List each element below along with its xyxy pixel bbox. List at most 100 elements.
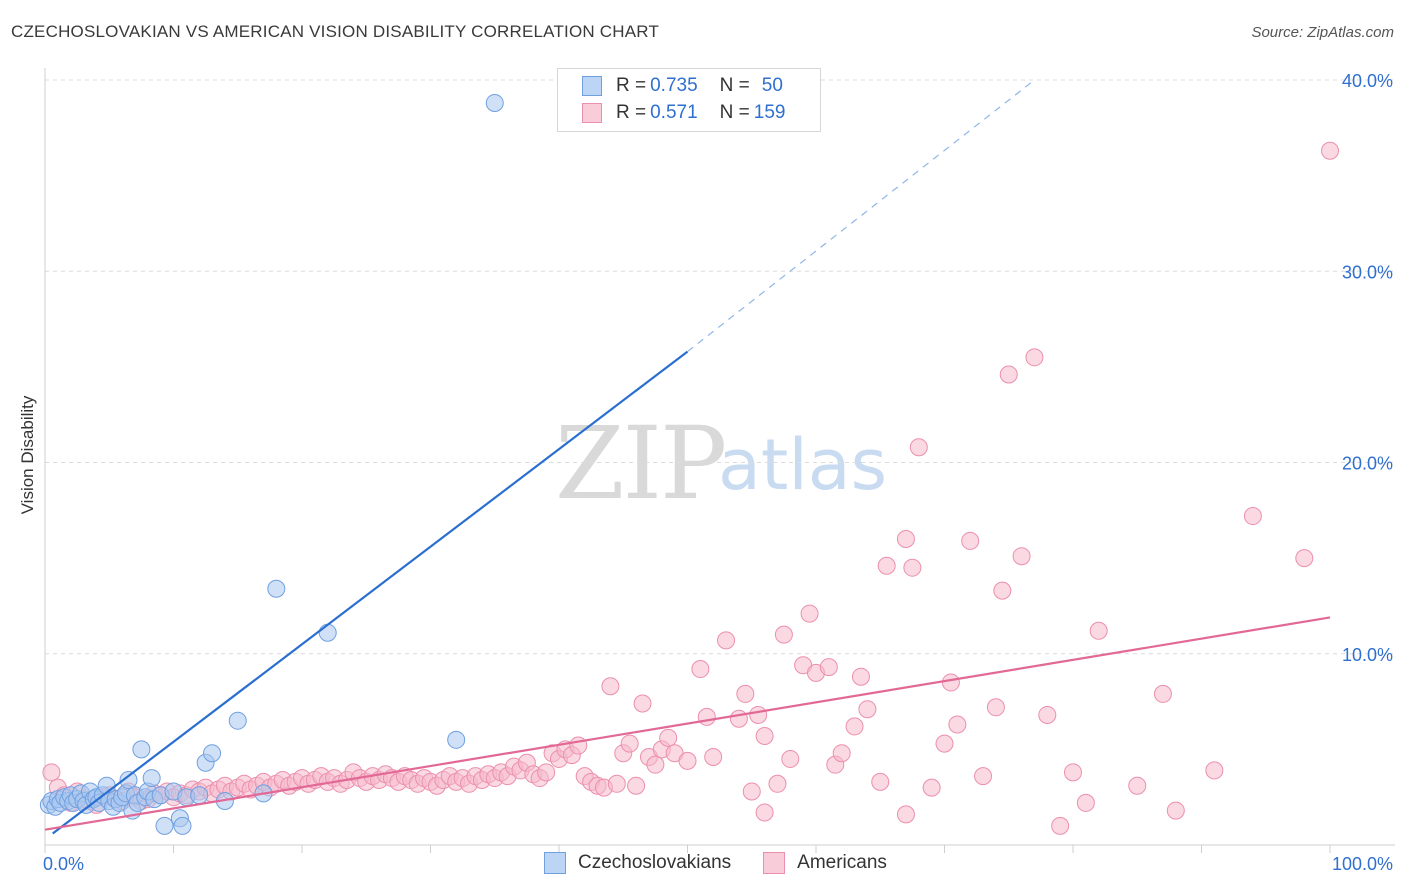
american-point: [1076, 793, 1095, 812]
trend-lines: [44, 79, 1331, 835]
american-point: [755, 803, 774, 822]
legend-n-label: N =: [719, 102, 750, 123]
american-point: [1166, 801, 1185, 820]
american-point: [1295, 549, 1314, 568]
american-point: [659, 728, 678, 747]
x-tick-label: 100.0%: [1332, 854, 1393, 874]
american-point: [974, 767, 993, 786]
czechoslovakian-point: [228, 711, 247, 730]
watermark-atlas: atlas: [718, 424, 888, 506]
american-point: [736, 684, 755, 703]
series-legend-czechoslovakians: Czechoslovakians: [544, 852, 731, 874]
american-point: [999, 365, 1018, 384]
legend-n-value: 50: [761, 75, 783, 96]
american-point: [42, 763, 61, 782]
y-tick-label: 40.0%: [1342, 71, 1393, 91]
series-swatch-blue: [544, 852, 566, 874]
y-tick-label: 20.0%: [1342, 454, 1393, 474]
american-point: [537, 763, 556, 782]
czechoslovakian-point: [267, 579, 286, 598]
american-point: [620, 734, 639, 753]
czechoslovakian-point: [173, 816, 192, 835]
series-label-americans: Americans: [797, 852, 887, 873]
czechoslovakian-point: [155, 816, 174, 835]
american-point: [909, 438, 928, 457]
czechoslovakian-point: [203, 744, 222, 763]
american-point: [1025, 348, 1044, 367]
american-point: [1089, 621, 1108, 640]
correlation-legend: R = 0.735 N = 50 R = 0.571 N = 159: [557, 68, 821, 132]
american-point: [1064, 763, 1082, 782]
american-point: [986, 698, 1005, 717]
american-point: [729, 709, 748, 728]
american-point: [755, 726, 774, 745]
american-point: [800, 604, 819, 623]
legend-r-label: R =: [616, 75, 647, 96]
series-legend: Czechoslovakians Americans: [544, 852, 919, 874]
american-point: [1038, 705, 1057, 724]
american-point: [1321, 141, 1339, 160]
grid-lines: [45, 79, 1395, 655]
american-point: [941, 673, 960, 692]
american-point: [1128, 776, 1147, 795]
americans-points: [42, 141, 1339, 835]
series-legend-americans: Americans: [763, 852, 887, 874]
american-point: [768, 774, 787, 793]
x-tick-label: 0.0%: [43, 854, 84, 874]
american-point: [961, 531, 980, 550]
american-point: [1243, 507, 1262, 526]
czechoslovakian-point: [485, 93, 504, 112]
legend-row-czechoslovakians: R = 0.735 N = 50: [582, 73, 783, 99]
czechoslovakians-points: [39, 93, 504, 835]
czechoslovakian-point: [447, 730, 466, 749]
american-point: [774, 625, 793, 644]
czechoslovakian-point: [132, 740, 151, 759]
legend-r-value: 0.735: [650, 75, 698, 96]
axes: [44, 68, 1395, 853]
czechoslovakians-trend-line: [52, 350, 689, 835]
american-point: [903, 558, 922, 577]
american-point: [845, 717, 864, 736]
american-point: [627, 776, 646, 795]
y-tick-label: 10.0%: [1342, 645, 1393, 665]
american-point: [851, 667, 870, 686]
americans-trend-line: [44, 616, 1331, 831]
source-label: Source: ZipAtlas.com: [1251, 24, 1394, 41]
series-label-czechoslovakians: Czechoslovakians: [578, 852, 732, 873]
american-point: [871, 772, 890, 791]
american-point: [1012, 547, 1031, 566]
american-point: [749, 705, 768, 724]
y-axis-label: Vision Disability: [18, 395, 37, 515]
legend-n-label: N =: [719, 75, 750, 96]
american-point: [948, 715, 967, 734]
legend-swatch-pink: [582, 103, 602, 123]
american-point: [646, 755, 665, 774]
legend-swatch-blue: [582, 76, 602, 96]
czechoslovakian-point: [119, 770, 138, 789]
american-point: [717, 631, 736, 650]
czechoslovakian-point: [190, 786, 209, 805]
legend-r-label: R =: [616, 102, 647, 123]
legend-n-value: 159: [753, 102, 786, 123]
czechoslovakian-point: [318, 623, 337, 642]
american-point: [633, 694, 652, 713]
czechoslovakians-trend-extension: [687, 79, 1035, 353]
american-point: [601, 677, 620, 696]
american-point: [819, 658, 838, 677]
american-point: [1205, 761, 1224, 780]
american-point: [896, 530, 915, 548]
american-point: [922, 778, 941, 797]
american-point: [678, 751, 697, 770]
american-point: [858, 700, 877, 719]
series-swatch-pink: [763, 852, 786, 874]
tick-labels: 10.0% 20.0% 30.0% 40.0% 0.0% 100.0%: [43, 71, 1393, 874]
american-point: [704, 748, 723, 767]
american-point: [832, 744, 851, 763]
chart-title: CZECHOSLOVAKIAN VS AMERICAN VISION DISAB…: [11, 22, 660, 41]
american-point: [607, 774, 626, 793]
y-tick-label: 30.0%: [1342, 262, 1393, 282]
american-point: [691, 660, 710, 679]
american-point: [896, 805, 915, 824]
czechoslovakian-point: [142, 769, 161, 788]
